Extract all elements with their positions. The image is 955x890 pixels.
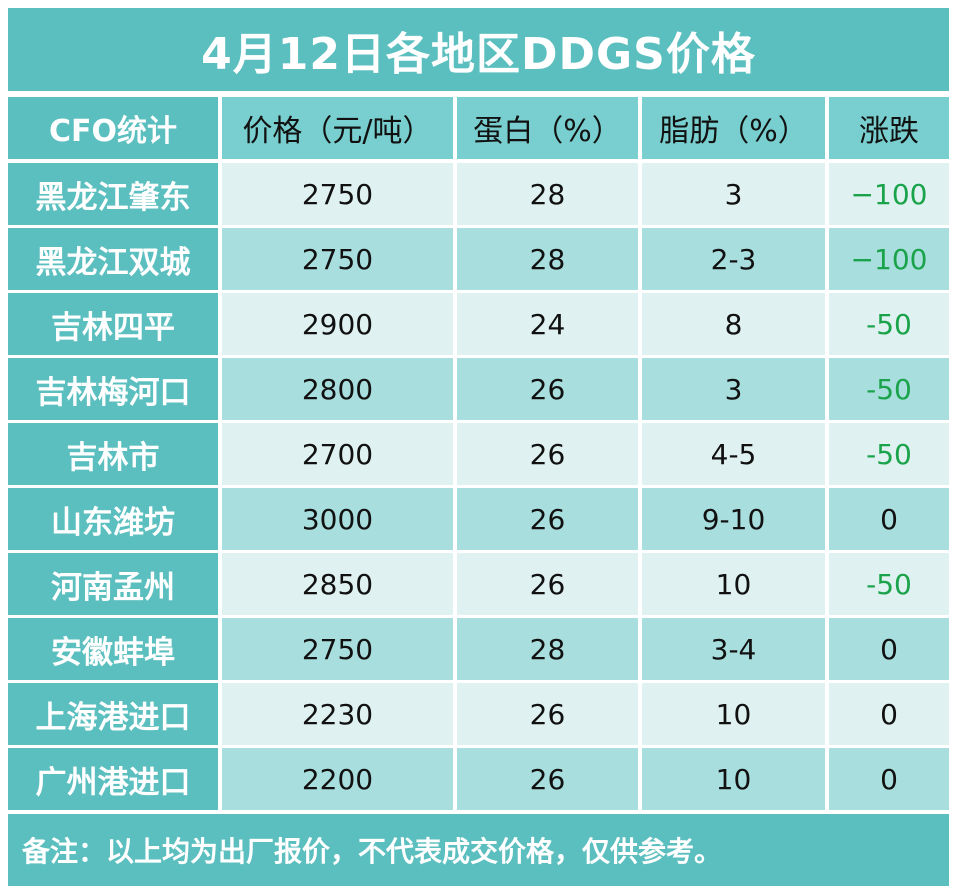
change-cell: -50	[829, 423, 949, 485]
region-cell: 广州港进口	[8, 748, 218, 810]
protein-cell: 28	[457, 618, 638, 680]
protein-cell: 28	[457, 163, 638, 225]
protein-cell: 26	[457, 553, 638, 615]
price-cell: 2800	[222, 358, 453, 420]
table-row: 黑龙江双城 2750 28 2-3 −100	[8, 228, 949, 290]
region-cell: 上海港进口	[8, 683, 218, 745]
protein-cell: 24	[457, 293, 638, 355]
protein-cell: 28	[457, 228, 638, 290]
price-cell: 2750	[222, 228, 453, 290]
table-row: 黑龙江肇东 2750 28 3 −100	[8, 163, 949, 225]
region-cell: 山东潍坊	[8, 488, 218, 550]
fat-cell: 10	[642, 553, 825, 615]
fat-cell: 3	[642, 163, 825, 225]
table-row: 安徽蚌埠 2750 28 3-4 0	[8, 618, 949, 680]
change-cell: −100	[829, 228, 949, 290]
change-cell: −100	[829, 163, 949, 225]
price-cell: 2850	[222, 553, 453, 615]
table-row: 河南孟州 2850 26 10 -50	[8, 553, 949, 615]
header-region: CFO统计	[8, 97, 218, 159]
protein-cell: 26	[457, 488, 638, 550]
change-cell: -50	[829, 293, 949, 355]
region-cell: 吉林四平	[8, 293, 218, 355]
fat-cell: 3	[642, 358, 825, 420]
table-row: 吉林梅河口 2800 26 3 -50	[8, 358, 949, 420]
header-fat: 脂肪（%）	[642, 97, 825, 159]
change-cell: 0	[829, 748, 949, 810]
fat-cell: 2-3	[642, 228, 825, 290]
price-cell: 2200	[222, 748, 453, 810]
price-cell: 2750	[222, 618, 453, 680]
change-cell: -50	[829, 553, 949, 615]
fat-cell: 3-4	[642, 618, 825, 680]
table-row: 山东潍坊 3000 26 9-10 0	[8, 488, 949, 550]
price-cell: 2700	[222, 423, 453, 485]
protein-cell: 26	[457, 358, 638, 420]
fat-cell: 4-5	[642, 423, 825, 485]
price-table-frame: 4月12日各地区DDGS价格 CFO统计 价格（元/吨） 蛋白（%） 脂肪（%）…	[4, 4, 949, 886]
table-title: 4月12日各地区DDGS价格	[8, 8, 949, 91]
region-cell: 黑龙江肇东	[8, 163, 218, 225]
region-cell: 安徽蚌埠	[8, 618, 218, 680]
table-row: 广州港进口 2200 26 10 0	[8, 748, 949, 810]
header-change: 涨跌	[829, 97, 949, 159]
price-cell: 3000	[222, 488, 453, 550]
region-cell: 吉林梅河口	[8, 358, 218, 420]
change-cell: 0	[829, 683, 949, 745]
price-cell: 2230	[222, 683, 453, 745]
protein-cell: 26	[457, 423, 638, 485]
header-price: 价格（元/吨）	[222, 97, 453, 159]
fat-cell: 10	[642, 683, 825, 745]
protein-cell: 26	[457, 748, 638, 810]
region-cell: 河南孟州	[8, 553, 218, 615]
header-protein: 蛋白（%）	[457, 97, 638, 159]
fat-cell: 10	[642, 748, 825, 810]
table-row: 上海港进口 2230 26 10 0	[8, 683, 949, 745]
fat-cell: 8	[642, 293, 825, 355]
fat-cell: 9-10	[642, 488, 825, 550]
footnote: 备注：以上均为出厂报价，不代表成交价格，仅供参考。	[8, 814, 949, 886]
header-row: CFO统计 价格（元/吨） 蛋白（%） 脂肪（%） 涨跌	[8, 97, 949, 159]
region-cell: 吉林市	[8, 423, 218, 485]
change-cell: -50	[829, 358, 949, 420]
price-cell: 2750	[222, 163, 453, 225]
protein-cell: 26	[457, 683, 638, 745]
price-cell: 2900	[222, 293, 453, 355]
table-row: 吉林四平 2900 24 8 -50	[8, 293, 949, 355]
change-cell: 0	[829, 618, 949, 680]
table-row: 吉林市 2700 26 4-5 -50	[8, 423, 949, 485]
change-cell: 0	[829, 488, 949, 550]
region-cell: 黑龙江双城	[8, 228, 218, 290]
